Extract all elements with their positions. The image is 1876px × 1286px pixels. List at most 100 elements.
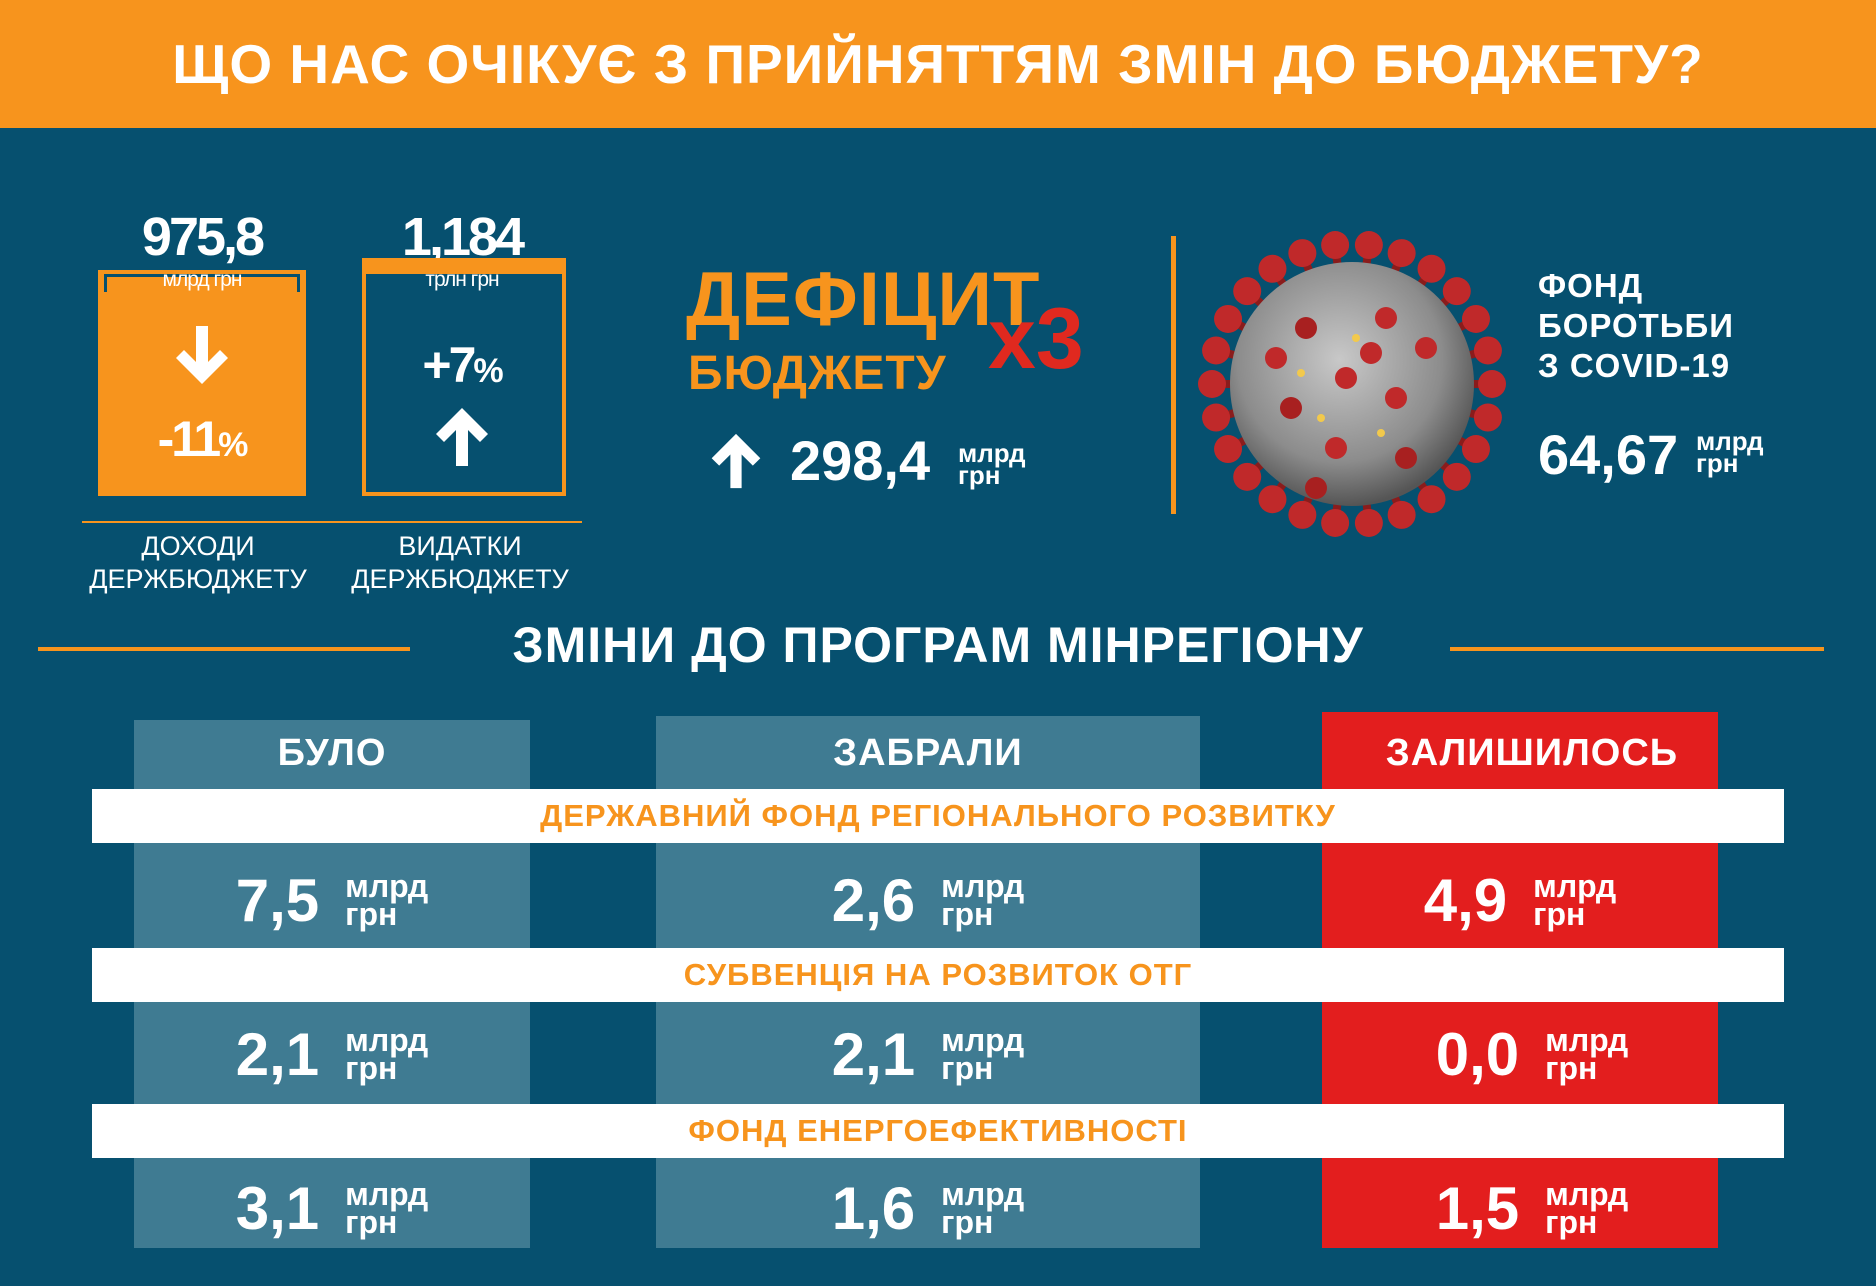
virus-surface-spike [1360,342,1382,364]
virus-surface-spike [1325,437,1347,459]
unit-line2: грн [345,896,398,932]
virus-spike-head [1288,239,1317,268]
unit-line1: млрд [1533,868,1617,904]
unit-line2: грн [941,1050,994,1086]
covid-fund-line1: ФОНД [1538,267,1644,304]
covid-unit-line1: млрд [1696,426,1764,456]
unit-line2: грн [1545,1050,1598,1086]
program-name: ФОНД ЕНЕРГОЕФЕКТИВНОСТІ [688,1113,1188,1148]
virus-spike-head [1258,485,1287,514]
value-cell: 7,5 млрд грн [134,850,530,950]
unit-line1: млрд [941,1022,1025,1058]
virus-spike-head [1198,370,1226,398]
expenses-box-top [362,258,566,274]
value-taken: 2,1 [831,1020,916,1088]
virus-surface-spike [1415,337,1437,359]
value-was: 3,1 [235,1174,320,1242]
virus-surface-spike [1295,317,1317,339]
virus-surface-spike [1395,447,1417,469]
revenue-caption-line2: ДЕРЖБЮДЖЕТУ [89,564,307,594]
unit-line2: грн [941,896,994,932]
program-band: ФОНД ЕНЕРГОЕФЕКТИВНОСТІ [92,1104,1784,1158]
virus-surface-spike [1375,307,1397,329]
virus-spike-head [1442,277,1471,306]
virus-spike-head [1321,231,1350,260]
expenses-value: 1,184 [401,207,525,267]
covid-fund-line2: БОРОТЬБИ [1538,307,1734,344]
virus-spike-head [1354,231,1383,260]
caption-divider [82,521,582,523]
covid-fund-unit: млрд грн [1696,426,1764,476]
unit-line1: млрд [345,868,429,904]
virus-yellow-dot [1377,429,1385,437]
value-unit: млрд грн [941,1178,1024,1240]
revenue-caption: ДОХОДИ ДЕРЖБЮДЖЕТУ [88,530,308,596]
virus-spike-head [1202,336,1231,365]
program-name: ДЕРЖАВНИЙ ФОНД РЕГІОНАЛЬНОГО РОЗВИТКУ [540,798,1336,833]
virus-spike-head [1233,462,1262,491]
program-name: СУБВЕНЦІЯ НА РОЗВИТОК ОТГ [683,957,1193,992]
revenue-percent-sign: % [218,426,248,464]
value-unit: млрд грн [345,1022,429,1086]
expenses-unit: трлн грн [425,268,499,291]
program-band: СУБВЕНЦІЯ НА РОЗВИТОК ОТГ [92,948,1784,1002]
arrow-up-icon [352,406,572,478]
deficit-unit: млрд грн [958,440,1026,488]
deficit-title: ДЕФІЦИТ [686,257,1041,342]
value-cell: 3,1 млрд грн [134,1158,530,1258]
virus-spike-head [1461,435,1490,464]
column-header-was: БУЛО [277,732,387,774]
value-unit: млрд грн [345,868,429,932]
virus-surface-spike [1305,477,1327,499]
virus-spike-head [1202,403,1231,432]
value-unit: млрд грн [1545,1176,1629,1240]
value-cell: 2,6 млрд грн [656,850,1200,950]
unit-line1: млрд [345,1022,429,1058]
virus-spike-head [1233,277,1262,306]
value-was: 7,5 [235,866,320,934]
value-cell: 1,6 млрд грн [656,1158,1200,1258]
virus-spike-head [1442,462,1471,491]
virus-yellow-dot [1352,334,1360,342]
virus-spike-head [1387,500,1416,529]
virus-spike-head [1473,403,1502,432]
virus-surface-spike [1265,347,1287,369]
covid-fund-value: 64,67 [1538,423,1679,486]
value-cell: 2,1 млрд грн [134,1004,530,1104]
unit-line2: грн [1533,896,1586,932]
expenses-caption: ВИДАТКИ ДЕРЖБЮДЖЕТУ [350,530,570,596]
virus-spike-head [1354,508,1383,537]
virus-spike-head [1461,304,1490,333]
virus-spike-head [1473,336,1502,365]
virus-spike-head [1417,254,1446,283]
virus-surface-spike [1280,397,1302,419]
expenses-caption-line1: ВИДАТКИ [398,531,522,561]
revenue-value: 975,8 [141,207,265,267]
value-taken: 1,6 [831,1174,916,1242]
revenue-unit: млрд грн [162,268,243,291]
virus-spike-head [1478,370,1506,398]
value-left: 1,5 [1435,1174,1520,1242]
unit-line1: млрд [345,1176,429,1212]
column-header-left: ЗАЛИШИЛОСЬ [1385,732,1679,774]
value-unit: млрд грн [345,1176,429,1238]
revenue-change: -11% [92,410,312,468]
virus-spike-head [1288,500,1317,529]
value-taken: 2,6 [831,866,916,934]
value-was: 2,1 [235,1020,320,1088]
section-line-right [1450,647,1824,651]
unit-line1: млрд [941,868,1025,904]
virus-spike-head [1258,254,1287,283]
unit-line1: млрд [1545,1022,1629,1058]
deficit-multiplier: х3 [988,291,1084,387]
unit-line2: грн [1545,1204,1598,1240]
virus-spike-head [1321,508,1350,537]
expenses-change: +7% [352,336,572,394]
unit-line1: млрд [1545,1176,1629,1212]
unit-line2: грн [941,1204,994,1240]
covid-fund-label: ФОНД БОРОТЬБИ З COVID-19 [1538,266,1734,386]
expenses-change-value: +7 [422,337,476,393]
section-line-left [38,647,410,651]
virus-spike-head [1417,485,1446,514]
unit-line2: грн [345,1050,398,1086]
